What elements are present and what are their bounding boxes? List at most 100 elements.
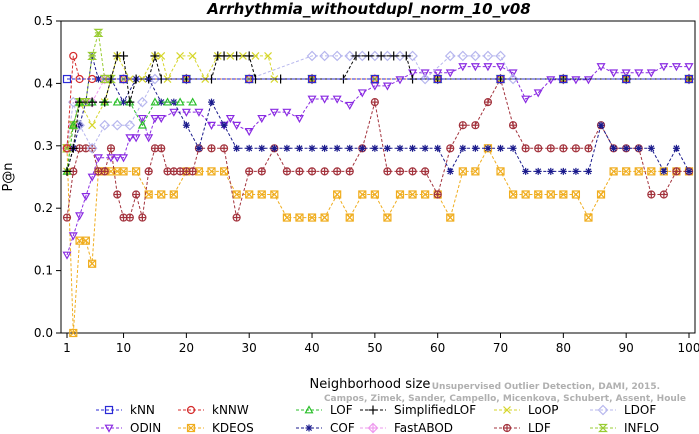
legend-label: kNN <box>130 403 155 417</box>
data-point <box>622 167 631 176</box>
legend-label: FastABOD <box>394 421 453 434</box>
data-point <box>295 213 304 222</box>
data-point <box>647 167 656 176</box>
data-point <box>546 190 555 199</box>
data-point <box>157 190 166 199</box>
data-point <box>111 119 123 131</box>
data-point <box>472 145 479 152</box>
y-axis-label: P@n <box>1 162 16 191</box>
data-point <box>93 28 104 37</box>
x-tick-label: 70 <box>493 341 508 355</box>
x-tick-label: 60 <box>430 341 445 355</box>
data-point <box>104 405 114 415</box>
data-point <box>598 423 608 433</box>
data-point <box>75 212 85 221</box>
data-point <box>634 167 643 176</box>
data-point <box>186 405 196 415</box>
data-point <box>421 190 430 199</box>
data-point <box>610 145 617 152</box>
data-point <box>621 69 631 78</box>
data-point <box>458 167 467 176</box>
data-point <box>149 73 161 85</box>
data-point <box>187 424 195 432</box>
data-point <box>186 423 196 433</box>
series-loop <box>63 52 693 176</box>
data-point <box>571 76 581 85</box>
data-point <box>246 145 253 152</box>
data-point <box>496 167 505 176</box>
data-point <box>344 50 356 62</box>
data-point <box>382 50 393 62</box>
data-point <box>534 190 543 199</box>
data-point <box>137 114 147 124</box>
data-point <box>225 114 235 124</box>
data-point <box>244 128 254 137</box>
data-point <box>320 95 330 104</box>
data-point <box>547 168 554 175</box>
data-point <box>684 63 694 72</box>
data-point <box>68 232 78 241</box>
data-point <box>370 74 379 84</box>
data-point <box>508 190 518 199</box>
data-point <box>496 167 505 176</box>
data-point <box>219 167 229 176</box>
data-point <box>332 95 342 104</box>
data-point <box>685 168 693 175</box>
data-point <box>282 213 291 222</box>
data-point <box>176 52 185 60</box>
data-point <box>358 190 367 199</box>
y-tick-label: 0.5 <box>34 14 53 28</box>
data-point <box>87 51 98 61</box>
data-point <box>597 404 609 416</box>
data-point <box>433 69 443 78</box>
data-point <box>69 51 78 61</box>
series-inflo <box>62 28 694 153</box>
series-line <box>66 32 689 149</box>
data-point <box>394 50 406 62</box>
data-point <box>521 190 530 199</box>
data-point <box>206 121 217 130</box>
data-point <box>306 50 318 62</box>
y-tick-label: 0.3 <box>34 139 53 153</box>
x-tick-label: 100 <box>678 341 699 355</box>
data-point <box>560 168 567 175</box>
data-point <box>534 190 543 199</box>
data-point <box>81 236 90 245</box>
watermark-line1: Unsupervised Outlier Detection, DAMI, 20… <box>432 382 660 392</box>
x-tick-label: 1 <box>63 341 71 355</box>
data-point <box>112 154 122 163</box>
data-point <box>583 76 593 85</box>
data-point <box>221 122 228 129</box>
legend-label: INFLO <box>624 421 659 434</box>
data-point <box>169 190 178 199</box>
y-tick-label: 0.2 <box>34 201 53 215</box>
data-point <box>648 145 655 152</box>
data-point <box>470 63 480 72</box>
data-point <box>334 145 341 152</box>
data-point <box>175 97 185 106</box>
data-point <box>283 145 290 152</box>
data-point <box>395 76 405 85</box>
data-point <box>408 190 417 199</box>
data-point <box>384 145 391 152</box>
data-point <box>81 236 90 245</box>
data-point <box>495 63 506 72</box>
legend-item-lof: LOF <box>296 403 353 417</box>
data-point <box>396 190 404 199</box>
data-point <box>308 145 316 152</box>
data-point <box>482 50 494 62</box>
data-point <box>68 120 78 129</box>
data-point <box>232 190 241 199</box>
data-point <box>521 95 531 104</box>
data-point <box>383 213 392 222</box>
data-point <box>282 213 291 222</box>
data-point <box>369 50 381 62</box>
data-point <box>150 97 160 106</box>
data-point <box>396 145 404 152</box>
data-point <box>445 69 455 78</box>
x-tick-label: 40 <box>304 341 319 355</box>
data-point <box>220 167 228 176</box>
legend-item-knn: kNN <box>96 403 155 417</box>
data-point <box>458 63 468 72</box>
data-point <box>609 167 618 176</box>
